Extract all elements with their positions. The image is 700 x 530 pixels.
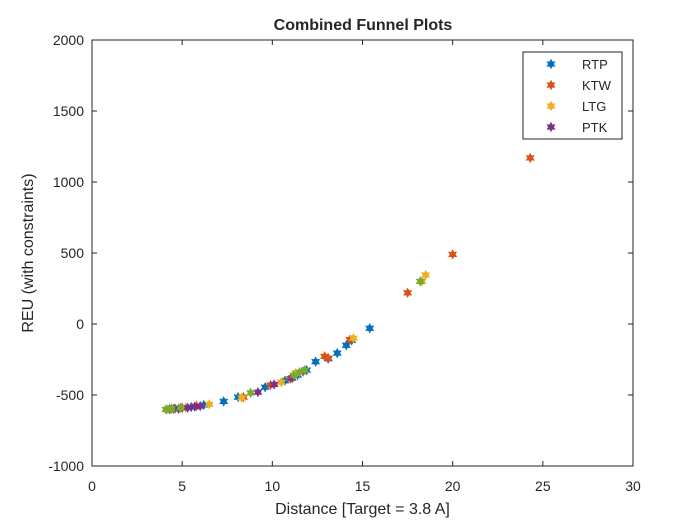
legend-box — [522, 51, 623, 140]
y-tick-label: 0 — [76, 316, 84, 332]
data-point-ltg — [348, 332, 359, 344]
y-axis-ticks: 2000 1500 1000 500 0 -500 -1000 — [48, 32, 633, 474]
data-point-rtp — [332, 347, 342, 359]
data-point-unlabeled — [175, 402, 185, 414]
data-point-rtp — [311, 356, 321, 367]
y-tick-label: -500 — [56, 387, 84, 403]
legend-marker-ktw — [546, 79, 556, 91]
y-tick-label: 2000 — [53, 32, 84, 48]
x-axis-ticks: 0 5 10 15 20 25 30 — [88, 40, 641, 494]
data-point-ktw — [403, 287, 413, 299]
x-tick-label: 15 — [355, 478, 371, 494]
data-point-unlabeled — [246, 387, 256, 399]
data-point-ltg — [276, 376, 286, 388]
data-point-rtp — [219, 396, 229, 407]
legend-label-rtp: RTP — [582, 57, 608, 72]
chart-title: Combined Funnel Plots — [274, 17, 453, 34]
x-tick-label: 5 — [178, 478, 186, 494]
legend-marker-ltg — [546, 100, 556, 112]
y-tick-label: -1000 — [48, 458, 84, 474]
x-tick-label: 30 — [625, 478, 641, 494]
y-tick-label: 1000 — [53, 174, 84, 190]
legend: RTP KTW LTG PTK — [522, 51, 623, 140]
legend-label-ltg: LTG — [582, 99, 606, 114]
data-point-ktw — [525, 152, 535, 164]
data-point-ptk — [195, 400, 205, 412]
x-tick-label: 25 — [535, 478, 551, 494]
data-point-unlabeled — [166, 403, 176, 414]
data-markers — [161, 152, 535, 415]
legend-marker-ptk — [546, 121, 556, 133]
y-tick-label: 1500 — [53, 103, 84, 119]
data-point-ktw — [448, 249, 458, 260]
x-tick-label: 0 — [88, 478, 96, 494]
data-point-rtp — [365, 323, 375, 334]
y-axis-label: REU (with constraints) — [20, 173, 37, 332]
series-unlabeled — [161, 276, 425, 415]
data-point-ptk — [269, 379, 279, 390]
data-point-ktw — [323, 352, 333, 364]
legend-label-ptk: PTK — [582, 120, 608, 135]
data-point-ptk — [253, 386, 263, 398]
y-tick-label: 500 — [61, 245, 85, 261]
legend-marker-rtp — [546, 58, 556, 70]
data-point-ltg — [421, 269, 431, 281]
data-point-unlabeled — [300, 364, 310, 376]
x-axis-label: Distance [Target = 3.8 A] — [275, 501, 450, 518]
data-point-unlabeled — [415, 276, 425, 287]
legend-label-ktw: KTW — [582, 78, 612, 93]
data-point-ltg — [204, 398, 214, 410]
data-point-ltg — [237, 392, 247, 404]
x-tick-label: 10 — [265, 478, 281, 494]
x-tick-label: 20 — [445, 478, 461, 494]
